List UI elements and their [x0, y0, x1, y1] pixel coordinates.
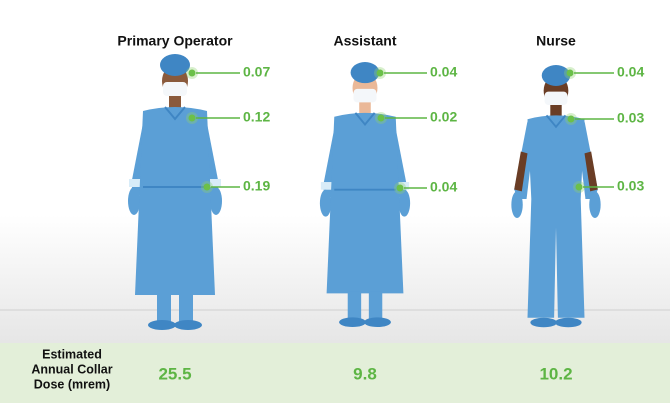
dose-label: 0.04 — [430, 179, 457, 195]
dose-dot — [377, 70, 384, 77]
shoe — [174, 320, 202, 330]
dose-label: 0.03 — [617, 110, 644, 126]
leg — [369, 291, 382, 320]
leg — [348, 291, 361, 320]
mask — [353, 89, 376, 102]
dose-dot — [568, 116, 575, 123]
glove — [511, 191, 522, 218]
glove — [320, 190, 332, 217]
cuff — [129, 179, 141, 187]
dose-dot — [397, 185, 404, 192]
annual-dose: 10.2 — [539, 364, 572, 383]
dose-dot — [204, 184, 211, 191]
neck — [359, 101, 371, 114]
dose-label: 0.03 — [617, 178, 644, 194]
mask — [163, 82, 187, 96]
annual-dose: 25.5 — [158, 364, 191, 383]
cuff — [321, 182, 333, 190]
dose-label: 0.04 — [617, 64, 644, 80]
role-title: Nurse — [536, 33, 576, 49]
footer-label: Dose (mrem) — [34, 377, 110, 391]
dose-label: 0.12 — [243, 109, 270, 125]
dose-label: 0.07 — [243, 64, 270, 80]
gown — [327, 113, 404, 293]
dose-dot — [378, 115, 385, 122]
dose-dot — [576, 184, 583, 191]
gown — [135, 107, 215, 295]
leg — [157, 293, 171, 323]
mask — [545, 92, 568, 105]
neck — [550, 104, 561, 117]
footer-label: Annual Collar — [31, 362, 112, 376]
glove — [128, 187, 140, 215]
shoe — [530, 318, 557, 328]
role-title: Primary Operator — [117, 33, 233, 49]
shoe — [364, 317, 391, 327]
dose-label: 0.19 — [243, 178, 270, 194]
footer-label: Estimated — [42, 347, 102, 361]
shoe — [555, 318, 582, 328]
dose-dot — [567, 70, 574, 77]
infographic: Primary Operator 0.07 0.12 0.19 25.5 Assistan… — [0, 0, 670, 403]
glove — [210, 187, 222, 215]
dose-label: 0.04 — [430, 64, 457, 80]
shoe — [148, 320, 176, 330]
shoe — [339, 317, 366, 327]
dose-dot — [189, 70, 196, 77]
dose-label: 0.02 — [430, 109, 457, 125]
dose-dot — [189, 115, 196, 122]
cap — [160, 54, 190, 76]
neck — [169, 95, 181, 109]
leg — [179, 293, 193, 323]
glove — [589, 191, 600, 218]
annual-dose: 9.8 — [353, 364, 377, 383]
role-title: Assistant — [333, 33, 396, 49]
